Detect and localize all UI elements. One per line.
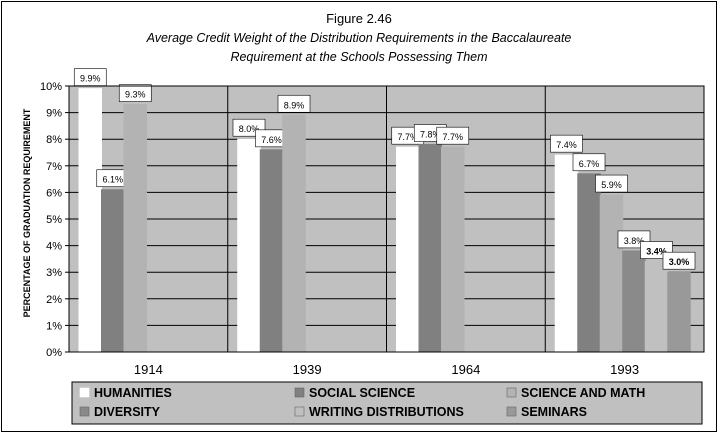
legend-swatch	[79, 387, 90, 398]
bar	[644, 261, 669, 353]
data-label-box	[572, 153, 606, 172]
bar-chart: Figure 2.46 Average Credit Weight of the…	[22, 11, 705, 425]
bar	[259, 149, 284, 353]
data-label: 5.9%	[601, 180, 622, 190]
legend-swatch	[506, 406, 517, 417]
bar	[667, 271, 691, 353]
y-tick-label: 9%	[46, 108, 62, 120]
y-axis-label: PERCENTAGE OF GRADUATION REQUIREMENT	[22, 108, 32, 317]
data-label: 3.0%	[669, 257, 690, 267]
data-label: 8.9%	[284, 100, 305, 110]
data-label-box	[277, 94, 311, 113]
bar	[622, 250, 646, 353]
data-label: 7.4%	[556, 140, 577, 150]
data-label: 6.1%	[102, 175, 123, 185]
bar	[101, 189, 125, 353]
y-tick-label: 10%	[40, 81, 62, 93]
data-label: 3.4%	[646, 247, 667, 257]
bar	[554, 154, 579, 353]
y-tick-label: 3%	[46, 267, 62, 279]
y-tick-label: 1%	[46, 320, 62, 332]
data-label: 9.9%	[80, 74, 101, 84]
data-label: 6.7%	[579, 159, 600, 169]
bar	[237, 138, 261, 353]
bar	[418, 144, 442, 353]
legend-swatch	[294, 406, 305, 417]
y-tick-label: 2%	[46, 294, 62, 306]
legend-label: DIVERSITY	[94, 405, 161, 419]
x-tick-label: 1914	[134, 362, 163, 377]
y-tick-label: 0%	[46, 347, 62, 359]
y-tick-label: 6%	[46, 187, 62, 199]
data-label: 9.3%	[125, 90, 146, 100]
legend-label: SEMINARS	[521, 405, 587, 419]
data-label-box	[550, 134, 583, 153]
plot-border	[68, 85, 705, 353]
legend-label: SCIENCE AND MATH	[521, 386, 645, 400]
data-label-box	[118, 84, 152, 102]
bar	[123, 104, 147, 353]
legend-box	[71, 381, 703, 425]
data-label: 7.7%	[442, 132, 463, 142]
bar	[282, 114, 306, 353]
figure-label: Figure 2.46	[326, 11, 392, 26]
chart-frame: Figure 2.46 Average Credit Weight of the…	[1, 1, 717, 432]
plot-area: 0% 1% 2% 3% 4% 5% 6% 7% 8% 9% 10% 1914 1939 1964 1993 9…	[40, 68, 705, 377]
data-label: 7.6%	[261, 135, 282, 145]
bar	[441, 146, 465, 353]
bar	[78, 88, 102, 353]
legend-swatch	[294, 387, 305, 398]
legend-swatch	[79, 406, 90, 417]
legend-label: SOCIAL SCIENCE	[309, 386, 415, 400]
bar	[577, 173, 601, 353]
data-label-box	[595, 174, 628, 193]
y-tick-label: 8%	[46, 134, 62, 146]
data-label-box	[662, 251, 696, 270]
y-tick-label: 5%	[46, 214, 62, 226]
data-label: 3.8%	[624, 236, 645, 246]
x-tick-label: 1993	[610, 362, 639, 377]
legend-label: WRITING DISTRIBUTIONS	[309, 405, 464, 419]
y-tick-label: 4%	[46, 241, 62, 253]
chart-subtitle: Requirement at the Schools Possessing Th…	[230, 50, 487, 64]
data-label: 7.7%	[397, 132, 418, 142]
data-label-box	[436, 126, 470, 145]
bar	[396, 146, 420, 353]
legend-label: HUMANITIES	[94, 386, 172, 400]
x-tick-label: 1964	[451, 362, 480, 377]
chart-title: Average Credit Weight of the Distributio…	[146, 31, 572, 45]
legend-swatch	[506, 387, 517, 398]
bar	[599, 194, 624, 353]
data-label: 7.8%	[420, 130, 441, 140]
data-label: 8.0%	[239, 124, 260, 134]
legend: HUMANITIES SOCIAL SCIENCE SCIENCE AND MATH…	[71, 381, 703, 425]
x-tick-label: 1939	[293, 362, 322, 377]
y-tick-label: 7%	[46, 161, 62, 173]
